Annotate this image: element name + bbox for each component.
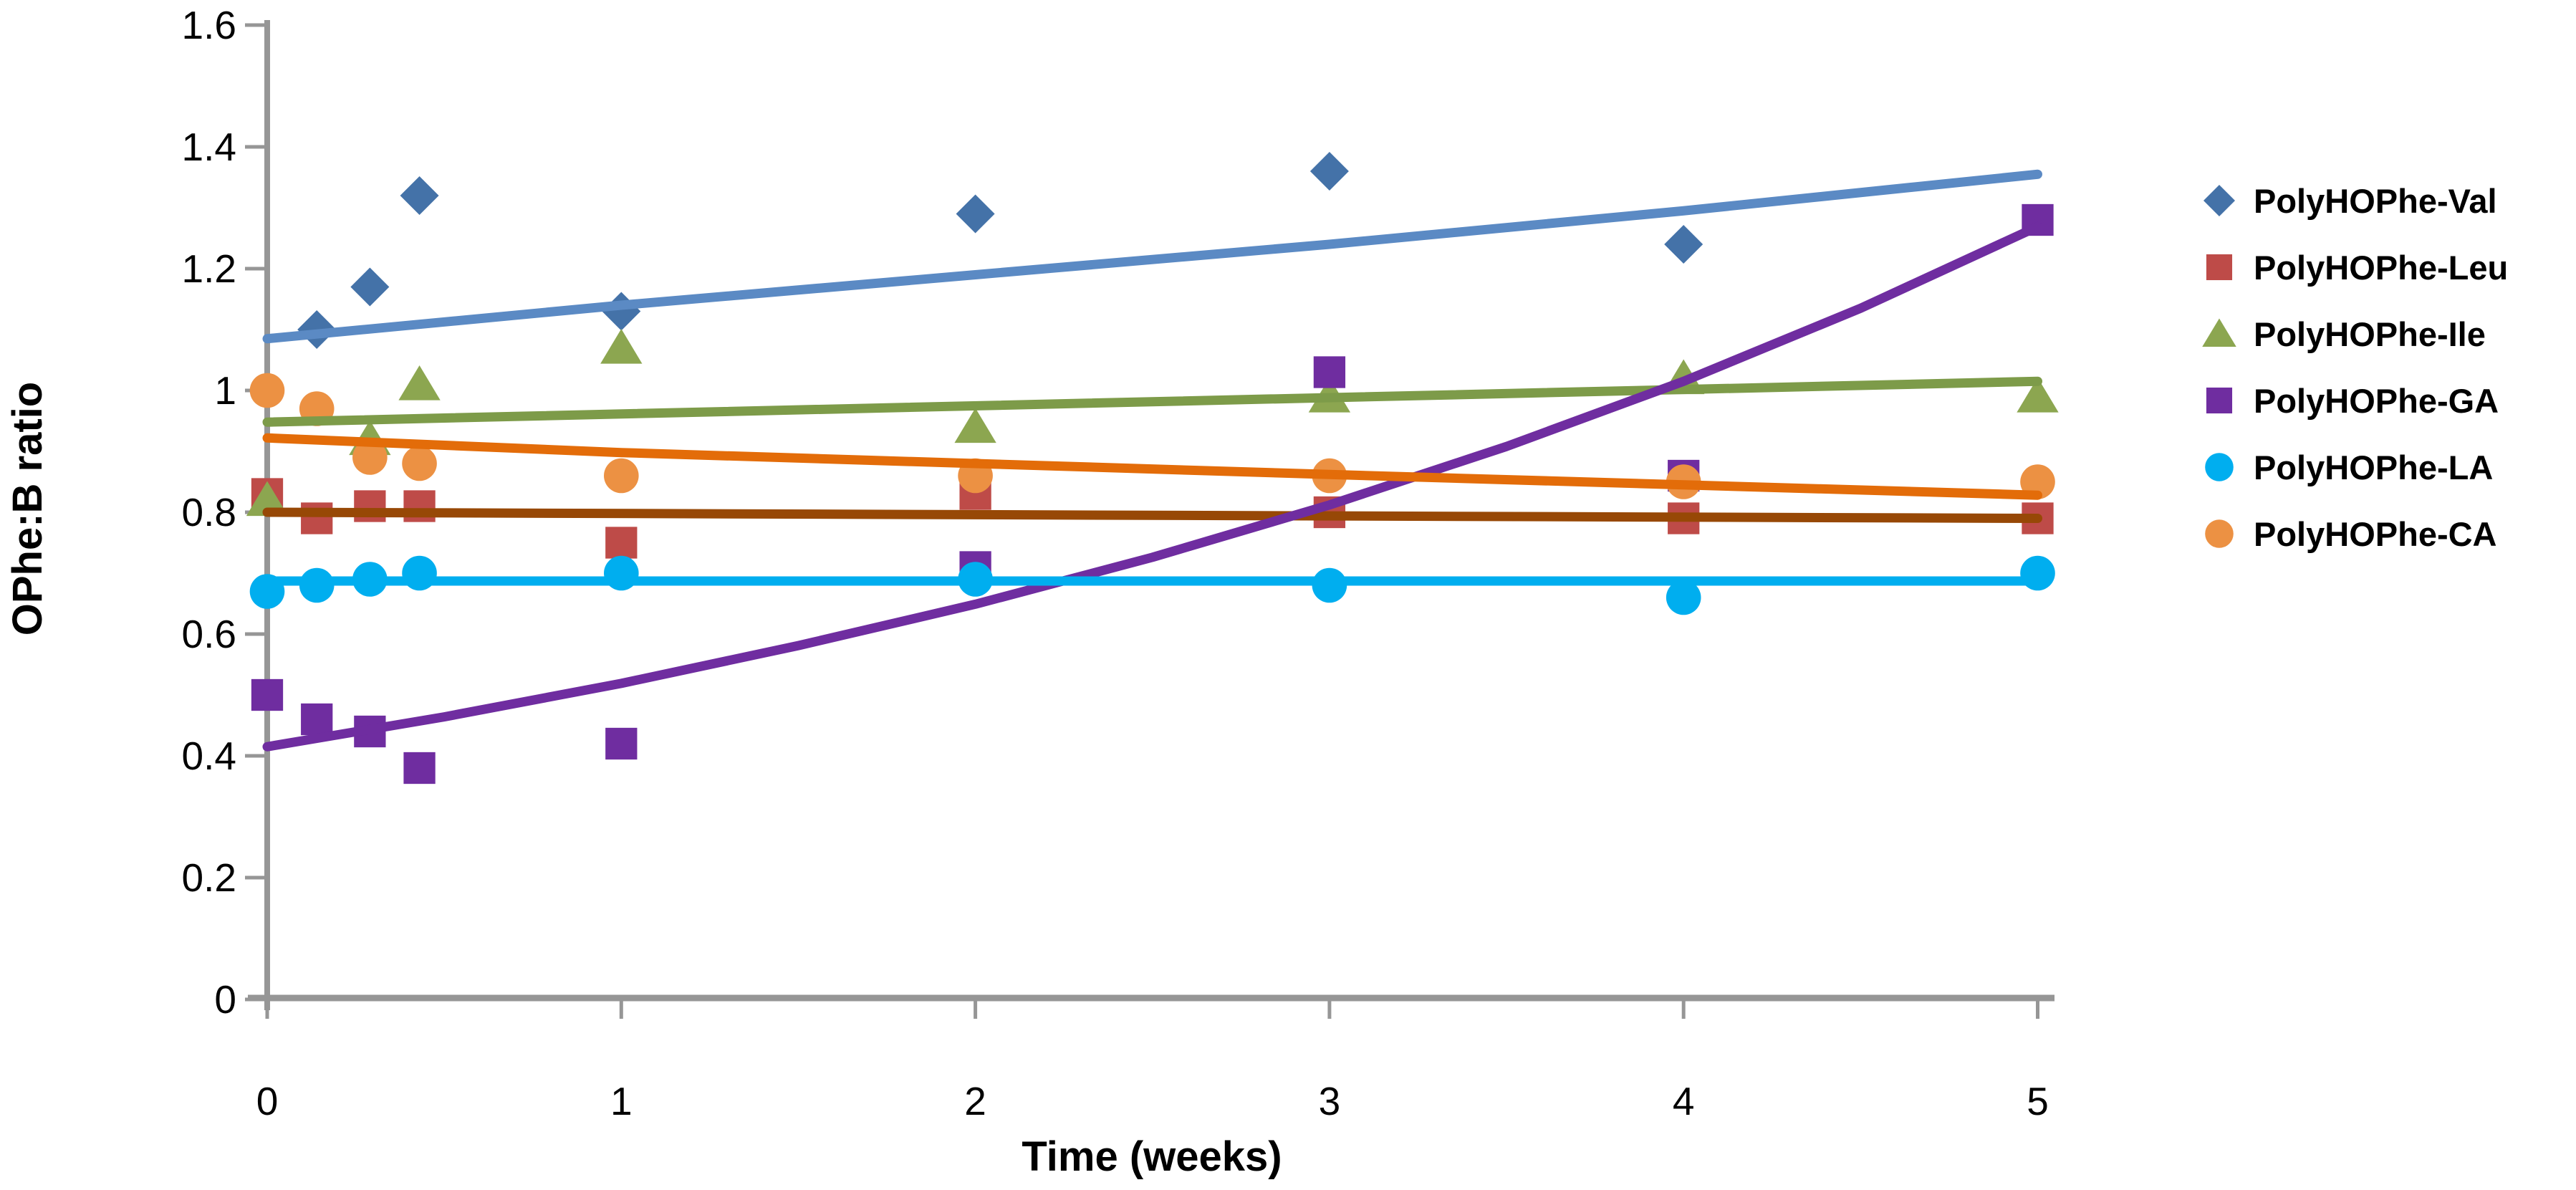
marker-PolyHOPhe-Val [350,267,390,307]
y-axis-title: OPhe:B ratio [4,382,51,636]
y-tick-label: 1.6 [182,3,236,47]
trendline-PolyHOPhe-Ile [262,376,2042,427]
legend-marker-icon-PolyHOPhe-CA [2205,519,2234,548]
marker-PolyHOPhe-Leu [605,527,638,559]
marker-PolyHOPhe-Val [956,194,995,234]
x-tick-label: 0 [256,1079,279,1123]
y-tick-label: 0.4 [182,734,236,778]
legend-label: PolyHOPhe-Ile [2254,315,2486,353]
marker-PolyHOPhe-GA [251,678,284,711]
legend-item-PolyHOPhe-CA: PolyHOPhe-CA [2205,515,2497,553]
legend-item-PolyHOPhe-Ile: PolyHOPhe-Ile [2202,315,2486,353]
legend-marker-icon-PolyHOPhe-Val [2203,185,2235,216]
marker-PolyHOPhe-Ile [2017,378,2059,413]
legend-item-PolyHOPhe-LA: PolyHOPhe-LA [2205,448,2493,486]
y-tick-label: 0.6 [182,612,236,656]
legend-marker-icon-PolyHOPhe-Leu [2206,254,2233,281]
marker-PolyHOPhe-Val [1309,152,1349,191]
x-tick-label: 1 [610,1079,633,1123]
trendline-PolyHOPhe-Val [262,169,2042,344]
marker-PolyHOPhe-GA [301,703,333,736]
marker-PolyHOPhe-Ile [954,408,996,443]
marker-PolyHOPhe-CA [402,446,437,481]
marker-PolyHOPhe-CA [604,458,639,494]
x-tick-label: 5 [2027,1079,2049,1123]
legend-marker-icon-PolyHOPhe-Ile [2202,318,2236,347]
marker-PolyHOPhe-CA [352,440,388,475]
y-tick-label: 0.2 [182,855,236,900]
legend-label: PolyHOPhe-LA [2254,448,2493,486]
y-tick-label: 0 [214,977,236,1022]
series-PolyHOPhe-GA [251,203,2054,784]
trendline-layer [262,169,2042,752]
x-tick-label: 3 [1319,1079,1341,1123]
marker-PolyHOPhe-Ile [600,329,643,364]
series-PolyHOPhe-CA [249,373,2055,499]
y-tick-label: 1.4 [182,125,236,169]
marker-PolyHOPhe-GA [605,727,638,760]
y-tick-label: 1 [214,368,236,413]
x-tick-label: 2 [964,1079,986,1123]
marker-PolyHOPhe-CA [249,373,285,408]
legend-label: PolyHOPhe-Val [2254,182,2497,220]
legend-item-PolyHOPhe-Val: PolyHOPhe-Val [2203,182,2497,220]
marker-PolyHOPhe-Ile [398,365,441,400]
trendline-PolyHOPhe-GA [262,221,2042,752]
y-tick-label: 0.8 [182,490,236,534]
legend-marker-icon-PolyHOPhe-LA [2205,453,2234,481]
marker-PolyHOPhe-Val [602,292,641,331]
legend-label: PolyHOPhe-GA [2254,382,2499,420]
marker-PolyHOPhe-Leu [301,502,333,534]
legend: PolyHOPhe-Val PolyHOPhe-Leu PolyHOPhe-Ile P… [2202,182,2508,553]
marker-PolyHOPhe-LA [1666,580,1701,615]
marker-PolyHOPhe-GA [1313,356,1346,388]
marker-PolyHOPhe-Val [1664,225,1703,264]
legend-label: PolyHOPhe-CA [2254,515,2497,553]
x-tick-label: 4 [1673,1079,1695,1123]
legend-item-PolyHOPhe-Leu: PolyHOPhe-Leu [2206,249,2508,287]
legend-label: PolyHOPhe-Leu [2254,249,2508,287]
marker-PolyHOPhe-Ile [246,481,289,517]
marker-PolyHOPhe-GA [403,752,436,784]
marker-PolyHOPhe-Val [400,176,439,215]
legend-marker-icon-PolyHOPhe-GA [2206,387,2233,414]
trendline-PolyHOPhe-CA [262,433,2042,500]
legend-item-PolyHOPhe-GA: PolyHOPhe-GA [2206,382,2499,420]
x-axis-title: Time (weeks) [1022,1133,1282,1180]
trendline-PolyHOPhe-Leu [262,507,2042,523]
y-tick-label: 1.2 [182,246,236,291]
